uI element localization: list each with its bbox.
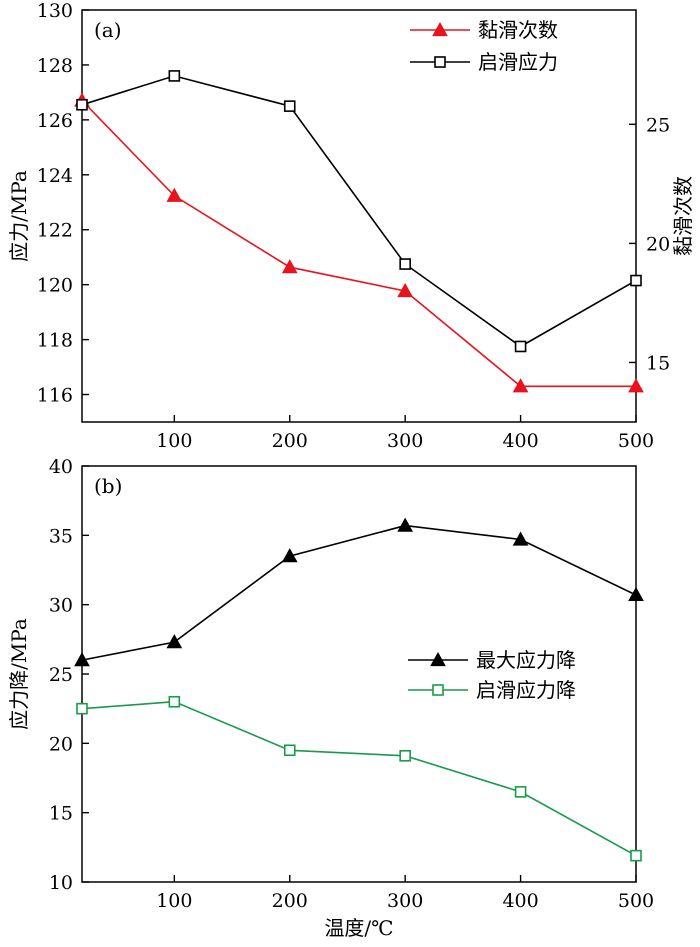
data-point: [399, 750, 411, 762]
y-tick-label: 118: [37, 330, 73, 352]
y2-axis-title: 黏滑次数: [671, 176, 695, 256]
x-tick-label: 500: [618, 430, 654, 452]
data-point: [628, 586, 644, 602]
x-tick-label: 100: [156, 890, 192, 912]
data-point: [630, 274, 642, 287]
y-axis-title: 应力/MPa: [7, 170, 31, 262]
y-axis-title: 应力降/MPa: [7, 618, 31, 730]
legend-label: 最大应力降: [476, 648, 576, 672]
panel-label: (b): [94, 474, 122, 498]
plot-frame-1: [81, 9, 637, 423]
data-point: [514, 786, 527, 798]
data-point: [168, 70, 181, 82]
y-tick-label: 130: [37, 0, 73, 22]
panel-label: (a): [94, 18, 122, 42]
data-point: [512, 531, 529, 546]
series-line-1-1: [81, 99, 636, 388]
data-point: [166, 187, 183, 202]
plot-frame-2: [81, 465, 637, 883]
y-tick-label: 25: [49, 664, 73, 686]
x-tick-label: 200: [272, 430, 308, 452]
y-tick-label: 120: [37, 275, 73, 297]
y2-tick-label: 15: [646, 352, 670, 374]
data-point: [74, 652, 90, 667]
y-tick-label: 35: [49, 525, 73, 547]
legend-marker: [434, 56, 446, 68]
legend-label: 启滑应力: [478, 50, 558, 74]
y-tick-label: 20: [49, 733, 73, 755]
legend-marker: [432, 21, 448, 37]
data-point: [628, 378, 644, 393]
data-point: [283, 744, 296, 757]
x-tick-label: 200: [272, 890, 308, 912]
data-point: [399, 258, 411, 270]
series-line-1-2: [81, 75, 637, 348]
x-tick-label: 100: [156, 430, 192, 452]
y-tick-label: 10: [49, 872, 73, 894]
data-point: [512, 378, 529, 393]
data-point: [630, 849, 642, 862]
y-tick-label: 116: [37, 385, 73, 407]
x-tick-label: 400: [502, 430, 538, 452]
legend-marker: [430, 651, 446, 667]
data-point: [283, 100, 296, 112]
data-point: [76, 98, 88, 111]
legend-label: 黏滑次数: [478, 18, 558, 42]
y-tick-label: 124: [37, 165, 73, 187]
y-tick-label: 15: [49, 803, 73, 825]
data-point: [397, 517, 414, 532]
x-tick-label: 300: [387, 430, 423, 452]
data-point: [281, 259, 298, 274]
data-point: [281, 548, 298, 563]
y-tick-label: 128: [37, 55, 73, 77]
legend-label: 启滑应力降: [476, 678, 576, 702]
data-point: [514, 340, 527, 353]
data-point: [76, 702, 88, 715]
y-tick-label: 40: [49, 456, 73, 478]
x-tick-label: 400: [502, 890, 538, 912]
x-tick-label: 500: [618, 890, 654, 912]
y-tick-label: 122: [37, 220, 73, 242]
data-point: [166, 634, 183, 649]
series-line-2-2: [81, 700, 637, 857]
y2-tick-label: 20: [646, 233, 670, 255]
y-tick-label: 126: [37, 110, 73, 132]
data-point: [397, 282, 414, 298]
x-axis-title: 温度/℃: [324, 916, 393, 940]
x-tick-label: 300: [387, 890, 423, 912]
legend-marker: [432, 684, 444, 696]
data-point: [168, 695, 181, 708]
y-tick-label: 30: [49, 595, 73, 617]
series-line-2-1: [81, 524, 637, 661]
y2-tick-label: 25: [646, 114, 670, 136]
